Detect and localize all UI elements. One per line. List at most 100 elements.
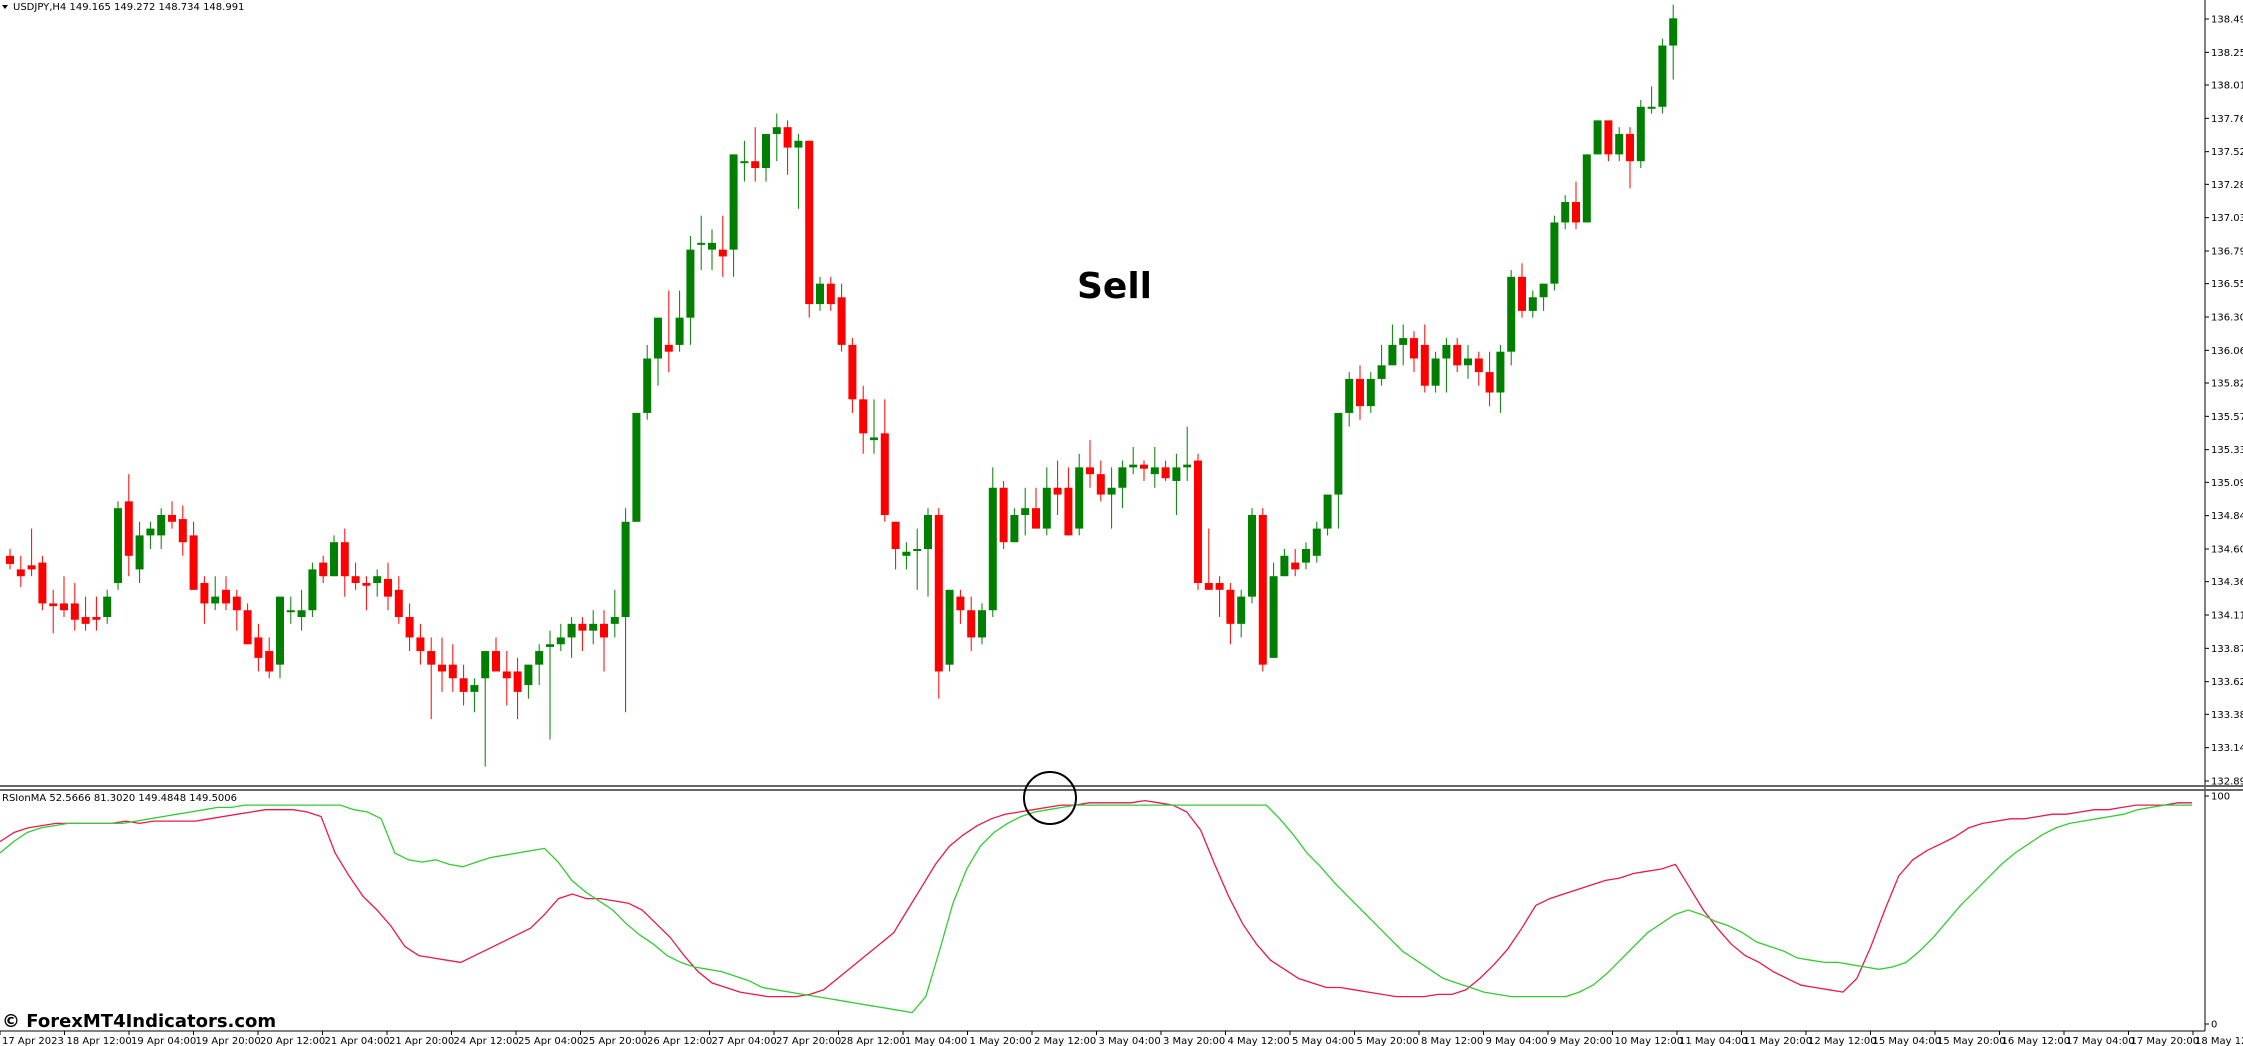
candle [222,576,230,611]
candle [178,505,187,556]
candle-body [1302,548,1310,563]
candle [1053,460,1062,515]
watermark: © ForexMT4Indicators.com [2,1011,276,1032]
time-tick-label: 1 May 20:00 [970,1036,1032,1046]
chart-menu-triangle-icon[interactable] [2,5,8,9]
candle-body [1658,45,1667,107]
candle-body [556,637,565,645]
candle-body [880,433,889,515]
candle [362,576,371,611]
price-tick-label: 138.495 [2211,15,2243,26]
candle [438,637,446,692]
candle-body [362,583,371,586]
candle [38,555,47,611]
candle [1302,542,1310,570]
candle [524,664,533,699]
candle [319,555,328,584]
candle-body [1032,508,1040,529]
candle-body [524,664,533,686]
candle [1539,283,1548,311]
candle-body [394,589,403,618]
price-tick-label: 136.550 [2211,279,2243,290]
candle-body [1550,222,1559,284]
candle [1669,4,1678,80]
candle-body [891,521,900,549]
candle [1248,508,1256,604]
price-tick-label: 135.820 [2211,378,2243,389]
candle [751,127,760,182]
candle [416,623,425,665]
candle [783,120,792,175]
candle-body [578,623,587,631]
candle-body [1388,344,1397,366]
time-tick-label: 20 Apr 12:00 [260,1036,325,1046]
candle [632,412,641,522]
price-tick-label: 137.520 [2211,147,2243,158]
time-tick-label: 25 Apr 20:00 [583,1036,648,1046]
candle [913,528,922,590]
candle-body [805,140,814,305]
price-tick-label: 135.330 [2211,445,2243,456]
candle [988,467,997,618]
candle-body [654,317,662,359]
candle [6,548,14,570]
candle-body [1312,528,1321,556]
candle [1140,460,1148,481]
candle [1086,440,1094,488]
candle-body [232,596,241,611]
time-tick-label: 10 May 12:00 [1615,1036,1684,1046]
candle-body [513,671,522,692]
candle-body [470,685,479,692]
time-tick-label: 11 May 20:00 [1744,1036,1813,1046]
candle [1312,521,1321,563]
candle-body [610,617,619,624]
candle-body [1075,467,1084,529]
candle-body [81,617,90,624]
candle-body [1518,276,1526,311]
candle-body [664,344,673,352]
candle-body [92,617,101,620]
candle-body [729,154,738,250]
candle-body [405,617,414,638]
candle [675,290,684,352]
time-tick-label: 21 Apr 04:00 [325,1036,390,1046]
candle-body [1118,467,1127,488]
candle-body [1096,474,1105,495]
candle-body [1366,378,1375,407]
candle-body [254,637,263,658]
candle-body [416,637,425,652]
candle-body [70,603,79,620]
candle-body [1042,487,1051,529]
candle [168,501,176,529]
candle [1075,453,1084,536]
candle-body [308,569,317,611]
time-tick-label: 18 Apr 12:00 [67,1036,132,1046]
candle-body [286,610,295,613]
candle [1010,508,1019,543]
candle [697,215,706,271]
time-tick-label: 25 Apr 04:00 [518,1036,583,1046]
price-tick-label: 133.870 [2211,644,2243,655]
price-tick-label: 135.575 [2211,412,2243,423]
candle [103,589,112,624]
candlestick-series [6,4,1678,767]
candle [880,399,889,522]
candle-body [1334,412,1343,495]
indicator-info: RSIonMA 52.5666 81.3020 149.4848 149.500… [2,793,237,804]
candle-body [146,528,155,536]
candle [934,508,943,699]
candle-body [589,623,598,631]
candle [114,501,122,590]
candle-body [1572,202,1580,223]
candle [859,385,868,454]
candle [535,644,544,686]
candle-body [492,651,500,672]
candle [1561,195,1570,230]
candle-body [1496,351,1505,393]
candle-body [222,589,230,604]
price-tick-label: 134.600 [2211,544,2243,555]
candle [1323,494,1332,536]
candle-body [1107,487,1116,495]
candle [330,535,338,577]
candle-body [999,487,1008,543]
